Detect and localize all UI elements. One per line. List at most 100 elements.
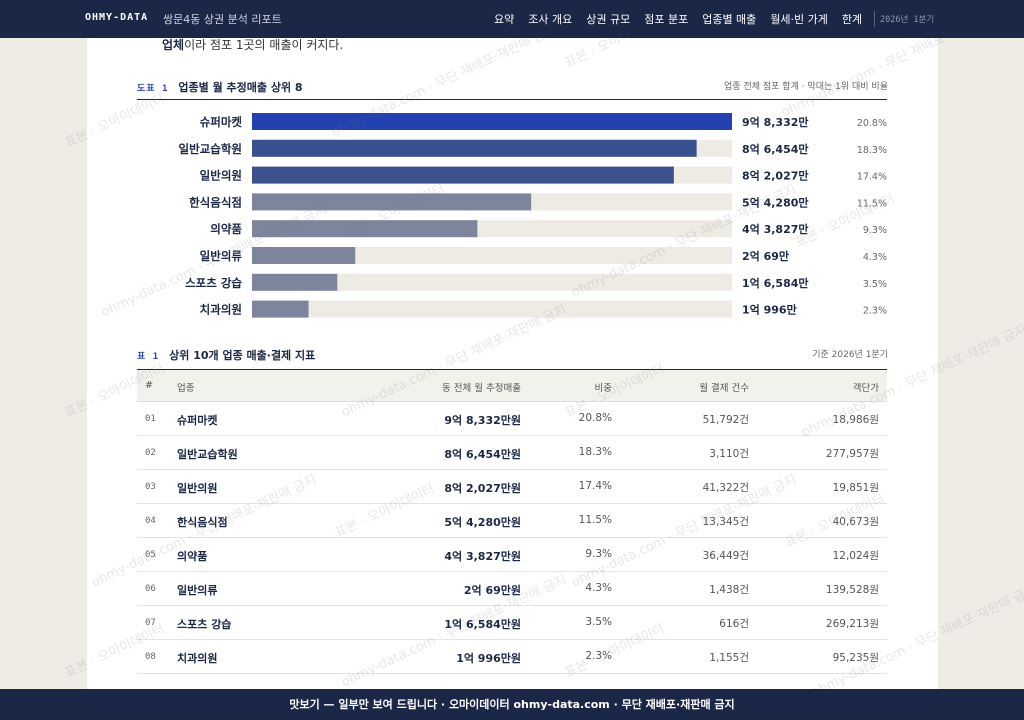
nav-item-sales-by-industry[interactable]: 업종별 매출 — [702, 13, 757, 26]
nav-item-rent-vacancy[interactable]: 월세·빈 가게 — [770, 13, 828, 26]
nav-item-limitations[interactable]: 한계 — [841, 13, 863, 26]
col-header-avg-price: 객단가 — [852, 383, 879, 394]
category-label: 스포츠 강습 — [185, 276, 242, 290]
col-header-revenue: 동 전체 월 추정매출 — [442, 383, 521, 394]
bar — [252, 113, 732, 130]
share-cell: 4.3% — [585, 582, 612, 594]
count-cell: 13,345건 — [702, 516, 749, 528]
value-label: 1억 6,584만 — [742, 276, 809, 290]
share-label: 4.3% — [863, 252, 887, 263]
share-cell: 2.3% — [585, 650, 612, 662]
value-label: 4억 3,827만 — [742, 222, 809, 236]
avg-price-cell: 40,673원 — [832, 516, 879, 528]
revenue-cell: 1억 6,584만원 — [444, 618, 521, 631]
revenue-cell: 8억 2,027만원 — [444, 482, 521, 495]
share-cell: 17.4% — [578, 480, 612, 492]
share-label: 18.3% — [857, 145, 887, 156]
preview-footer-banner: 맛보기 — 일부만 보여 드립니다 · 오마이데이터 ohmy-data.com… — [0, 689, 1024, 720]
rank-cell: 01 — [145, 414, 156, 424]
count-cell: 3,110건 — [709, 448, 749, 460]
industry-cell: 일반의원 — [177, 482, 218, 495]
rank-cell: 07 — [145, 618, 156, 628]
bar — [252, 220, 478, 238]
table-tag: 표 1 — [137, 352, 160, 362]
table-row: 04 한식음식점 5억 4,280만원 11.5% 13,345건 40,673원 — [137, 504, 887, 538]
count-cell: 616건 — [719, 618, 749, 630]
bar — [252, 273, 338, 291]
rank-cell: 05 — [145, 550, 156, 560]
count-cell: 1,438건 — [709, 584, 749, 596]
table-row: 07 스포츠 강습 1억 6,584만원 3.5% 616건 269,213원 — [137, 606, 887, 640]
bar-track — [252, 273, 732, 291]
share-cell: 3.5% — [585, 616, 612, 628]
table-note: 기준 2026년 1분기 — [812, 350, 888, 360]
category-label: 일반교습학원 — [179, 142, 242, 156]
col-header-count: 월 결제 건수 — [699, 383, 749, 394]
industry-table: # 업종 동 전체 월 추정매출 비중 월 결제 건수 객단가 01 슈퍼마켓 9억… — [137, 370, 887, 674]
table-row: 08 치과의원 1억 996만원 2.3% 1,155건 95,235원 — [137, 640, 887, 674]
rank-cell: 03 — [145, 482, 156, 492]
avg-price-cell: 95,235원 — [832, 652, 879, 664]
document-title: 쌍문4동 상권 분석 리포트 — [163, 13, 282, 26]
rank-cell: 08 — [145, 652, 156, 662]
bar — [252, 166, 674, 184]
avg-price-cell: 19,851원 — [832, 482, 879, 494]
table-body: 01 슈퍼마켓 9억 8,332만원 20.8% 51,792건 18,986원 02 일반교… — [137, 402, 887, 674]
bar — [252, 247, 356, 264]
nav-item-summary[interactable]: 요약 — [494, 13, 515, 26]
figure-rule — [137, 99, 887, 100]
share-label: 3.5% — [863, 279, 887, 290]
table-title: 상위 10개 업종 매출·결제 지표 — [169, 349, 316, 362]
bar — [252, 139, 697, 157]
report-date: 2026년 1분기 — [880, 15, 935, 25]
industry-cell: 일반의류 — [177, 584, 218, 597]
table-row: 03 일반의원 8억 2,027만원 17.4% 41,322건 19,851원 — [137, 470, 887, 504]
revenue-cell: 1억 996만원 — [456, 652, 521, 665]
industry-cell: 스포츠 강습 — [177, 618, 232, 631]
rank-cell: 04 — [145, 516, 156, 526]
avg-price-cell: 139,528원 — [825, 584, 879, 596]
nav-item-store-distribution[interactable]: 점포 분포 — [644, 13, 689, 26]
value-label: 8억 6,454만 — [742, 142, 809, 156]
figure-tag: 도표 1 — [137, 84, 169, 94]
share-label: 9.3% — [863, 225, 887, 236]
bar — [252, 193, 532, 211]
revenue-cell: 5억 4,280만원 — [444, 516, 521, 529]
nav-item-survey-overview[interactable]: 조사 개요 — [528, 13, 573, 26]
industry-cell: 한식음식점 — [177, 516, 228, 529]
horizontal-bar-chart: 슈퍼마켓 9억 8,332만 20.8% 일반교습학원 8억 6,454만 18.3% 일반… — [179, 113, 887, 318]
count-cell: 41,322건 — [702, 482, 749, 494]
value-label: 1억 996만 — [742, 303, 797, 317]
revenue-cell: 2억 69만원 — [463, 584, 521, 597]
brand-logo[interactable]: OHMY-DATA — [85, 12, 149, 23]
section-nav: 요약 조사 개요 상권 규모 점포 분포 업종별 매출 월세·빈 가게 한계 — [494, 11, 862, 27]
rank-cell: 06 — [145, 584, 156, 594]
table-header: # 업종 동 전체 월 추정매출 비중 월 결제 건수 객단가 — [137, 370, 887, 402]
nav-item-market-size[interactable]: 상권 규모 — [586, 13, 631, 26]
col-header-rank: # — [145, 380, 153, 391]
share-cell: 9.3% — [585, 548, 612, 560]
category-label: 일반의류 — [200, 249, 243, 263]
share-cell: 11.5% — [578, 514, 612, 526]
share-cell: 18.3% — [578, 446, 612, 458]
table-row: 02 일반교습학원 8억 6,454만원 18.3% 3,110건 277,957원 — [137, 436, 887, 470]
industry-cell: 슈퍼마켓 — [177, 414, 218, 427]
share-label: 11.5% — [857, 198, 887, 209]
count-cell: 1,155건 — [709, 652, 749, 664]
revenue-cell: 9억 8,332만원 — [444, 414, 521, 427]
value-label: 5억 4,280만 — [742, 195, 809, 209]
table-row: 06 일반의류 2억 69만원 4.3% 1,438건 139,528원 — [137, 572, 887, 606]
category-label: 치과의원 — [200, 303, 242, 317]
industry-cell: 의약품 — [177, 550, 208, 563]
lead-paragraph: 업체이라 점포 1곳의 매출이 커지다. — [162, 38, 343, 53]
bar-track — [252, 247, 732, 264]
category-label: 의약품 — [210, 222, 242, 236]
avg-price-cell: 18,986원 — [832, 414, 879, 426]
value-label: 2억 69만 — [742, 249, 789, 263]
figure-title: 업종별 월 추정매출 상위 8 — [178, 81, 303, 94]
value-label: 9억 8,332만 — [742, 115, 809, 129]
table-rule — [137, 369, 887, 370]
share-cell: 20.8% — [578, 412, 612, 424]
revenue-cell: 4억 3,827만원 — [444, 550, 521, 563]
avg-price-cell: 269,213원 — [825, 618, 879, 630]
